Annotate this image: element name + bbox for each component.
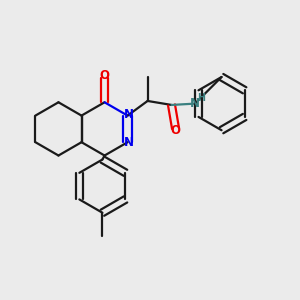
Text: N: N	[190, 97, 200, 110]
Text: O: O	[170, 124, 181, 137]
Text: N: N	[124, 108, 134, 122]
Text: O: O	[100, 69, 110, 82]
Text: H: H	[197, 93, 205, 103]
Text: N: N	[124, 136, 134, 149]
